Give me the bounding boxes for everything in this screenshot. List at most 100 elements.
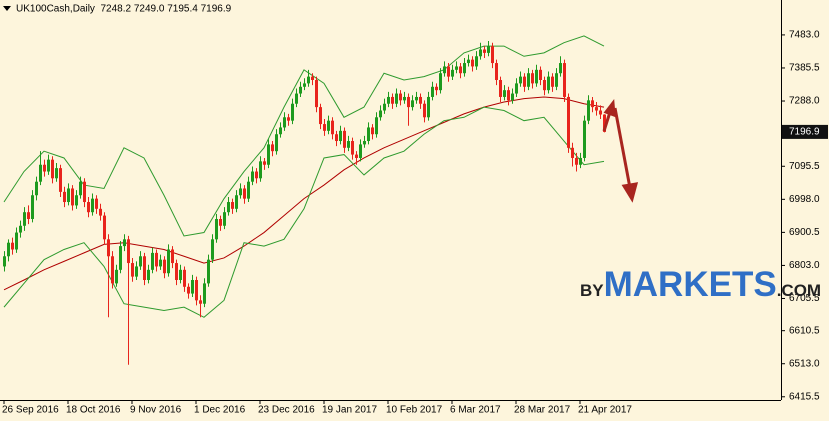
indicator-line: [3, 96, 605, 291]
candle-body: [227, 202, 230, 213]
candle-body: [351, 141, 354, 155]
candle-body: [583, 120, 586, 158]
candle-body: [191, 280, 194, 294]
candle-body: [511, 93, 514, 101]
candle-body: [319, 107, 322, 125]
candle-body: [403, 96, 406, 101]
candle-body: [67, 188, 70, 203]
candle-body: [439, 73, 442, 91]
x-tick-label: 6 Mar 2017: [450, 405, 501, 416]
candle-body: [183, 269, 186, 287]
y-tick-label: 6610.5: [789, 325, 820, 336]
candle-body: [215, 218, 218, 240]
arrow-up-head: [603, 99, 616, 118]
candle-body: [47, 159, 50, 172]
candle-body: [491, 46, 494, 64]
candle-body: [355, 154, 358, 158]
candle-body: [163, 259, 166, 274]
candle-body: [287, 117, 290, 121]
candle-body: [159, 259, 162, 267]
candle-body: [399, 93, 402, 101]
candle-body: [239, 188, 242, 196]
candle-body: [87, 202, 90, 213]
candle-body: [331, 120, 334, 135]
y-tick-label: 6415.5: [789, 391, 820, 402]
y-tick-label: 6900.5: [789, 227, 820, 238]
candle-body: [571, 147, 574, 158]
symbol-menu-icon[interactable]: [3, 6, 11, 11]
candle-body: [211, 239, 214, 260]
candle-body: [603, 114, 606, 132]
candle-body: [275, 134, 278, 152]
watermark-markets: MARKETS: [604, 265, 777, 304]
candle-body: [3, 256, 6, 267]
candle-body: [487, 46, 490, 53]
candle-body: [155, 252, 158, 267]
forecast-arrows: [602, 99, 639, 203]
candle-body: [255, 171, 258, 179]
y-tick-label: 7385.5: [789, 63, 820, 74]
candle-body: [543, 80, 546, 91]
candle-body: [339, 130, 342, 142]
candle-body: [187, 286, 190, 294]
candle-body: [515, 83, 518, 94]
candle-body: [39, 164, 42, 182]
candle-body: [419, 96, 422, 104]
candle-body: [495, 63, 498, 80]
candle-body: [231, 202, 234, 209]
candle-body: [463, 63, 466, 74]
y-tick-label: 7288.0: [789, 96, 820, 107]
candle-body: [247, 181, 250, 199]
candle-body: [207, 259, 210, 284]
candle-body: [51, 159, 54, 179]
candle-body: [99, 208, 102, 216]
candle-body: [295, 93, 298, 104]
candle-body: [575, 157, 578, 165]
candle-body: [527, 73, 530, 87]
candle-body: [411, 100, 414, 108]
watermark-com: .COM: [777, 281, 821, 300]
candle-body: [243, 188, 246, 199]
candle-body: [123, 239, 126, 247]
x-tick-label: 18 Oct 2016: [66, 405, 121, 416]
candle-body: [7, 242, 10, 257]
candle-body: [459, 66, 462, 74]
candle-body: [479, 49, 482, 57]
candle-body: [179, 269, 182, 280]
candle-body: [119, 246, 122, 270]
candle-body: [567, 96, 570, 148]
candle-body: [539, 69, 542, 80]
watermark: BYMARKETS.COM: [580, 265, 821, 304]
candle-body: [111, 256, 114, 284]
x-tick-label: 9 Nov 2016: [130, 405, 182, 416]
candle-body: [263, 161, 266, 165]
candle-body: [359, 144, 362, 158]
candle-body: [31, 195, 34, 219]
candle-body: [35, 181, 38, 196]
candle-body: [327, 120, 330, 131]
candle-body: [147, 269, 150, 280]
candle-body: [23, 212, 26, 226]
candle-body: [471, 59, 474, 67]
candle-body: [435, 86, 438, 91]
candle-body: [519, 76, 522, 84]
candle-body: [79, 181, 82, 196]
candle-body: [535, 69, 538, 84]
candle-body: [283, 117, 286, 128]
arrow-down-head: [621, 182, 639, 203]
candle-body: [55, 168, 58, 179]
x-tick-label: 23 Dec 2016: [258, 405, 315, 416]
indicator-line: [3, 106, 605, 318]
arrow-up: [602, 111, 612, 132]
candle-body: [551, 76, 554, 87]
candle-body: [475, 56, 478, 67]
candle-body: [107, 239, 110, 257]
candle-body: [175, 263, 178, 280]
candle-body: [15, 232, 18, 250]
candle-body: [563, 63, 566, 97]
candle-body: [523, 76, 526, 87]
watermark-by: BY: [580, 281, 604, 300]
